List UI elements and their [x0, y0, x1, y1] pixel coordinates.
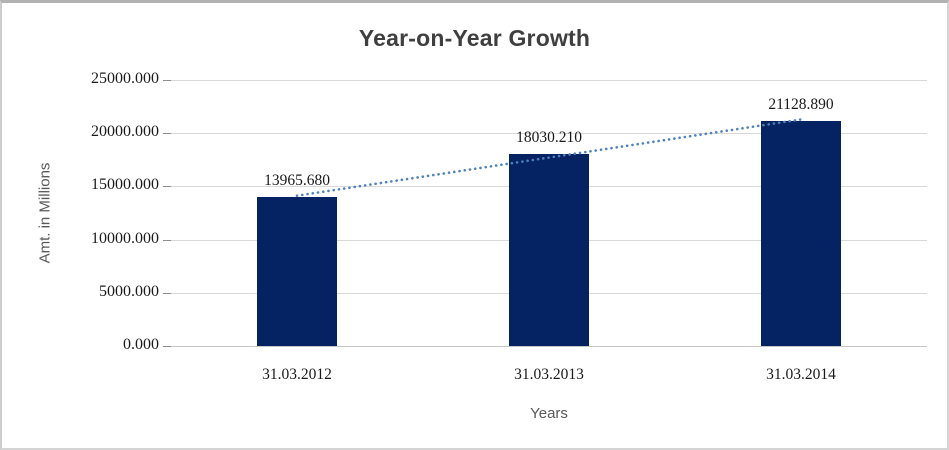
y-tick-label: 5000.000	[99, 282, 159, 300]
data-label: 13965.680	[264, 172, 330, 189]
y-tick-label: 20000.000	[91, 123, 159, 141]
data-label: 21128.890	[768, 96, 834, 113]
y-tick-mark	[163, 186, 171, 187]
bar-31.03.2013	[509, 154, 589, 346]
bar-31.03.2012	[257, 197, 337, 346]
gridline	[171, 80, 927, 81]
gridline	[171, 133, 927, 134]
y-tick-label: 15000.000	[91, 176, 159, 194]
trendline	[295, 118, 803, 197]
y-tick-mark	[163, 80, 171, 81]
x-axis-title: Years	[530, 405, 568, 422]
data-label: 18030.210	[516, 129, 582, 146]
x-tick-label: 31.03.2013	[514, 366, 584, 383]
x-tick-label: 31.03.2014	[766, 366, 836, 383]
chart-title: Year-on-Year Growth	[358, 25, 591, 51]
y-tick-mark	[163, 293, 171, 294]
y-tick-mark	[163, 133, 171, 134]
y-tick-label: 0.000	[123, 336, 159, 353]
y-tick-label: 25000.000	[91, 70, 159, 87]
x-axis-line	[171, 346, 927, 347]
trendline-path	[295, 118, 803, 197]
y-tick-label: 10000.000	[91, 229, 159, 247]
bar-31.03.2014	[761, 121, 841, 346]
plot-area: 13965.680 18030.210 21128.890	[171, 80, 927, 347]
y-tick-mark	[163, 240, 171, 241]
y-tick-mark	[163, 346, 171, 347]
x-tick-label: 31.03.2012	[262, 366, 332, 383]
